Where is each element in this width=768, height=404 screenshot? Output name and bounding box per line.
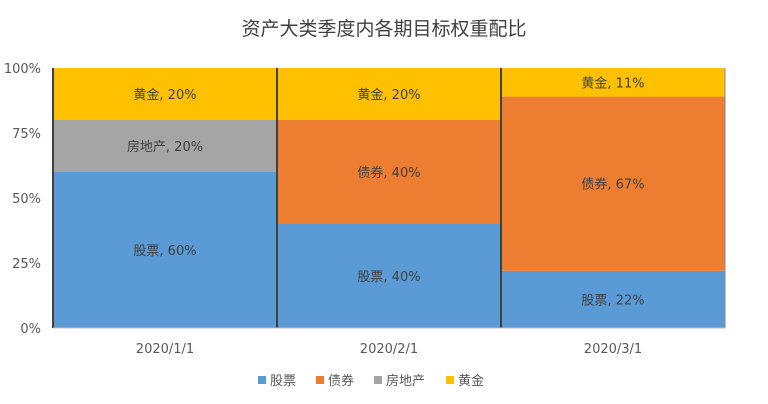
y-tick-label: 0% [20, 322, 41, 337]
bar-segment [277, 68, 501, 120]
y-tick-label: 100% [4, 62, 41, 77]
bar-segment [53, 172, 277, 328]
y-tick-label: 75% [12, 127, 41, 142]
data-label: 股票, 60% [133, 244, 196, 259]
y-tick-label: 50% [12, 192, 41, 207]
data-label: 债券, 40% [357, 165, 420, 181]
legend-swatch [316, 376, 324, 384]
bar-segment [277, 224, 501, 328]
x-tick-label: 2020/2/1 [360, 342, 418, 357]
legend-swatch [446, 376, 454, 384]
bar-segment [501, 68, 725, 97]
data-label: 债券, 67% [581, 177, 644, 193]
y-tick-label: 25% [12, 257, 41, 272]
bar-segment [53, 120, 277, 172]
bar-segment [53, 68, 277, 120]
data-label: 股票, 40% [357, 270, 420, 285]
data-label: 黄金, 20% [357, 87, 420, 103]
bar-segment [501, 270, 725, 328]
data-label: 黄金, 20% [133, 87, 196, 103]
legend-swatch [258, 376, 266, 384]
legend-item: 股票 [270, 374, 296, 389]
legend-item: 房地产 [386, 373, 425, 389]
x-tick-label: 2020/1/1 [136, 342, 194, 357]
data-label: 股票, 22% [581, 293, 644, 308]
bar-segment [501, 96, 725, 271]
legend-item: 黄金 [458, 373, 484, 389]
data-label: 黄金, 11% [581, 75, 644, 91]
x-tick-label: 2020/3/1 [584, 342, 642, 357]
legend-swatch [374, 376, 382, 384]
chart-title: 资产大类季度内各期目标权重配比 [241, 18, 527, 40]
data-label: 房地产, 20% [127, 139, 203, 155]
legend-item: 债券 [328, 373, 354, 389]
bar-segment [277, 120, 501, 224]
